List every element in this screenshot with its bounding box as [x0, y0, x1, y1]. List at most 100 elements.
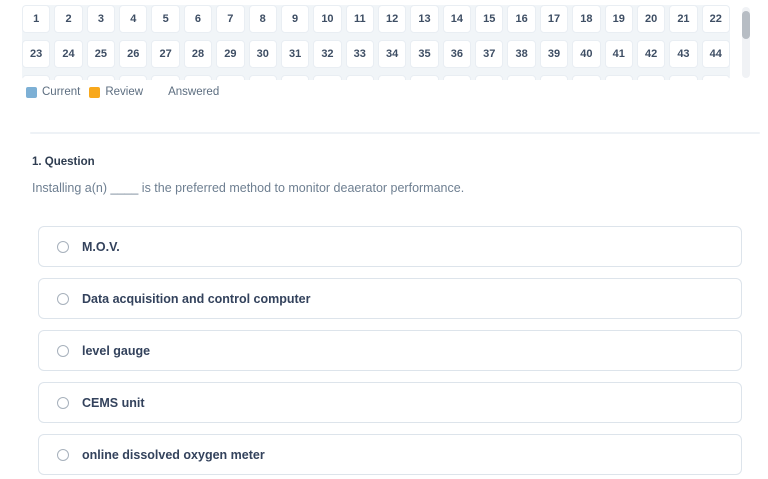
question-navigator: 1 2 3 4 5 6 7 8 9 10 11 12 13 14 15 16 17 18 19 20 21 22 23 24 2…: [22, 5, 750, 81]
question-nav-cell-20[interactable]: 20: [636, 5, 666, 33]
question-nav-cell-clipped: [216, 75, 245, 80]
answer-option-label: online dissolved oxygen meter: [82, 447, 265, 462]
legend-item-current: Current: [26, 86, 80, 98]
question-nav-cell-clipped: [410, 75, 439, 80]
question-nav-cell-21[interactable]: 21: [669, 5, 698, 33]
question-nav-cell-6[interactable]: 6: [183, 5, 213, 33]
question-nav-cell-clipped: [572, 75, 601, 80]
question-nav-cell-36[interactable]: 36: [442, 40, 472, 68]
question-heading: 1. Question: [32, 156, 95, 168]
question-nav-cell-10[interactable]: 10: [313, 5, 342, 33]
question-nav-cell-12[interactable]: 12: [377, 5, 407, 33]
question-nav-cell-clipped: [86, 75, 116, 80]
question-nav-cell-14[interactable]: 14: [442, 5, 472, 33]
answer-option-2[interactable]: Data acquisition and control computer: [38, 278, 742, 319]
question-nav-cell-clipped: [475, 75, 504, 80]
question-nav-cell-19[interactable]: 19: [604, 5, 633, 33]
question-nav-cell-4[interactable]: 4: [119, 5, 148, 33]
radio-button[interactable]: [57, 344, 69, 357]
current-status-swatch: [26, 86, 37, 98]
question-nav-cell-34[interactable]: 34: [377, 40, 407, 68]
question-nav-cell-17[interactable]: 17: [539, 5, 569, 33]
question-nav-cell-clipped: [345, 75, 374, 80]
legend-item-review: Review: [89, 86, 143, 98]
question-nav-cell-39[interactable]: 39: [539, 40, 569, 68]
answer-option-1[interactable]: M.O.V.: [38, 226, 742, 267]
answer-option-label: Data acquisition and control computer: [82, 291, 311, 306]
question-nav-cell-26[interactable]: 26: [119, 40, 148, 68]
question-nav-cell-15[interactable]: 15: [475, 5, 504, 33]
scrollbar[interactable]: [742, 7, 750, 78]
question-nav-cell-3[interactable]: 3: [86, 5, 116, 33]
question-nav-cell-18[interactable]: 18: [572, 5, 601, 33]
answer-option-label: M.O.V.: [82, 239, 120, 254]
question-nav-cell-8[interactable]: 8: [248, 5, 277, 33]
question-nav-cell-40[interactable]: 40: [572, 40, 601, 68]
question-nav-cell-clipped: [313, 75, 342, 80]
radio-button[interactable]: [57, 396, 69, 409]
question-nav-cell-25[interactable]: 25: [86, 40, 116, 68]
answer-option-3[interactable]: level gauge: [38, 330, 742, 371]
question-nav-cell-37[interactable]: 37: [475, 40, 504, 68]
answer-option-label: CEMS unit: [82, 395, 145, 410]
question-nav-cell-44[interactable]: 44: [701, 40, 730, 68]
question-nav-cell-7[interactable]: 7: [216, 5, 245, 33]
question-nav-cell-clipped: [119, 75, 148, 80]
legend: Current Review Answered: [26, 86, 228, 98]
question-nav-cell-clipped: [507, 75, 536, 80]
radio-button[interactable]: [57, 448, 69, 461]
question-nav-grid: 1 2 3 4 5 6 7 8 9 10 11 12 13 14 15 16 17 18 19 20 21 22 23 24 2…: [22, 5, 730, 80]
answer-options: M.O.V. Data acquisition and control compu…: [38, 226, 742, 475]
question-nav-cell-38[interactable]: 38: [507, 40, 536, 68]
question-nav-cell-24[interactable]: 24: [54, 40, 83, 68]
question-nav-cell-22[interactable]: 22: [701, 5, 730, 33]
radio-button[interactable]: [57, 292, 69, 305]
question-nav-cell-29[interactable]: 29: [216, 40, 245, 68]
question-nav-cell-32[interactable]: 32: [313, 40, 342, 68]
question-nav-cell-clipped: [539, 75, 569, 80]
question-nav-cell-clipped: [442, 75, 472, 80]
question-nav-cell-clipped: [636, 75, 666, 80]
question-nav-cell-1[interactable]: 1: [22, 5, 51, 33]
divider: [30, 132, 760, 134]
legend-label: Review: [105, 86, 144, 98]
question-nav-cell-30[interactable]: 30: [248, 40, 277, 68]
radio-button[interactable]: [57, 240, 69, 253]
answer-option-label: level gauge: [82, 343, 151, 358]
scrollbar-thumb[interactable]: [742, 11, 750, 39]
question-nav-cell-clipped: [669, 75, 698, 80]
question-nav-cell-13[interactable]: 13: [410, 5, 439, 33]
question-nav-cell-33[interactable]: 33: [345, 40, 374, 68]
legend-label: Answered: [168, 86, 220, 98]
question-nav-cell-43[interactable]: 43: [669, 40, 698, 68]
question-nav-cell-clipped: [377, 75, 407, 80]
question-nav-cell-clipped: [183, 75, 213, 80]
answer-option-5[interactable]: online dissolved oxygen meter: [38, 434, 742, 475]
question-nav-cell-42[interactable]: 42: [636, 40, 666, 68]
question-nav-cell-5[interactable]: 5: [151, 5, 180, 33]
question-nav-cell-35[interactable]: 35: [410, 40, 439, 68]
question-nav-cell-16[interactable]: 16: [507, 5, 536, 33]
question-nav-cell-2[interactable]: 2: [54, 5, 83, 33]
question-nav-cell-11[interactable]: 11: [345, 5, 374, 33]
legend-label: Current: [42, 86, 81, 98]
question-nav-cell-clipped: [604, 75, 633, 80]
review-status-swatch: [89, 86, 101, 98]
answer-option-4[interactable]: CEMS unit: [38, 382, 742, 423]
question-nav-cell-clipped: [54, 75, 83, 80]
question-nav-cell-clipped: [22, 75, 51, 80]
question-nav-cell-clipped: [248, 75, 277, 80]
question-nav-scroll-area[interactable]: 1 2 3 4 5 6 7 8 9 10 11 12 13 14 15 16 17 18 19 20 21 22 23 24 2…: [22, 5, 730, 80]
question-nav-cell-9[interactable]: 9: [280, 5, 310, 33]
question-nav-cell-23[interactable]: 23: [22, 40, 51, 68]
answered-status-swatch: [152, 86, 164, 98]
question-nav-cell-41[interactable]: 41: [604, 40, 633, 68]
question-nav-cell-clipped: [701, 75, 730, 80]
question-text: Installing a(n) ____ is the preferred me…: [32, 181, 465, 195]
question-nav-cell-28[interactable]: 28: [183, 40, 213, 68]
question-nav-cell-31[interactable]: 31: [280, 40, 310, 68]
legend-item-answered: Answered: [152, 86, 219, 98]
question-nav-cell-27[interactable]: 27: [151, 40, 180, 68]
question-nav-cell-clipped: [280, 75, 310, 80]
